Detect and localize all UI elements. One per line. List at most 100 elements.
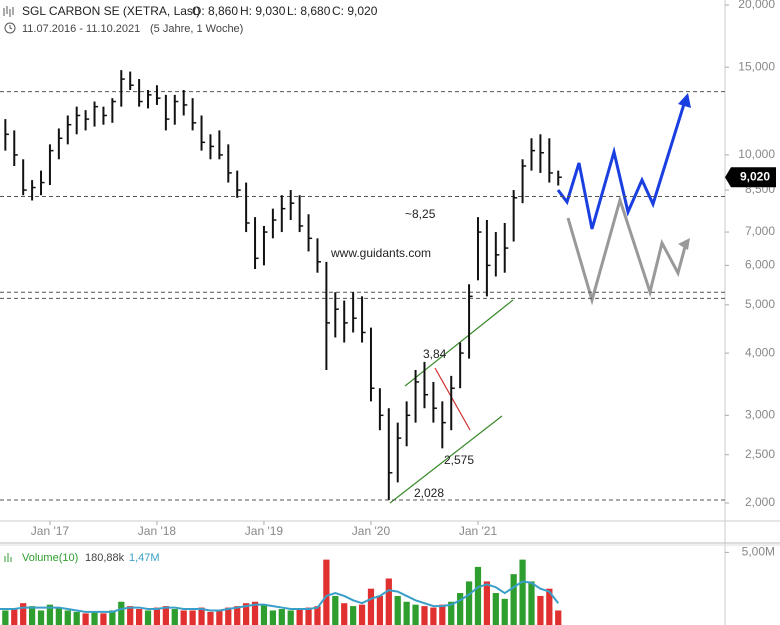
quote-open: O: 8,860 bbox=[192, 4, 238, 18]
volume-bar bbox=[492, 593, 499, 625]
volume-bar bbox=[162, 606, 169, 625]
volume-bar bbox=[135, 609, 143, 625]
last-price-label: 9,020 bbox=[740, 169, 770, 183]
volume-ma-value: 1,47M bbox=[129, 552, 160, 564]
y-tick-label: 3,000 bbox=[745, 407, 775, 421]
volume-bar bbox=[296, 609, 303, 625]
volume-bar bbox=[2, 610, 9, 625]
y-tick-label: 7,000 bbox=[745, 224, 775, 238]
quote-high: H: 9,030 bbox=[240, 4, 286, 18]
volume-bar bbox=[394, 595, 401, 625]
volume-bar bbox=[555, 610, 562, 625]
volume-bar bbox=[421, 606, 428, 625]
volume-bar bbox=[234, 606, 241, 625]
volume-bar bbox=[28, 606, 36, 625]
volume-ma-line bbox=[0, 580, 560, 613]
volume-bar bbox=[376, 595, 384, 625]
quote-low: L: 8,680 bbox=[287, 4, 331, 18]
volume-bar bbox=[207, 611, 214, 625]
annotation: 2,028 bbox=[414, 486, 444, 500]
range-note: (5 Jahre, 1 Woche) bbox=[150, 23, 243, 35]
volume-tick-label: 5,00M bbox=[742, 545, 775, 559]
volume-bar bbox=[153, 607, 161, 625]
y-tick-label: 4,000 bbox=[745, 345, 775, 359]
last-price-tag bbox=[725, 167, 776, 188]
y-tick-label: 10,000 bbox=[738, 147, 775, 161]
drawings bbox=[389, 93, 691, 504]
volume-bar bbox=[260, 604, 268, 625]
y-tick-label: 2,500 bbox=[745, 447, 775, 461]
volume-bar bbox=[474, 566, 482, 625]
volume-bar bbox=[91, 611, 98, 625]
x-tick-label: Jan '21 bbox=[459, 524, 498, 538]
volume-bar bbox=[448, 601, 455, 625]
volume-bar bbox=[323, 559, 330, 625]
volume-bar bbox=[501, 598, 508, 625]
x-tick-label: Jan '17 bbox=[31, 524, 70, 538]
volume-bar bbox=[519, 559, 526, 625]
x-tick-label: Jan '19 bbox=[245, 524, 284, 538]
volume-bar bbox=[287, 610, 294, 625]
y-tick-label: 6,000 bbox=[745, 258, 775, 272]
volume-bar bbox=[20, 603, 27, 625]
volume-bar bbox=[100, 613, 107, 625]
volume-bar bbox=[144, 610, 152, 625]
volume-bar bbox=[457, 593, 464, 625]
volume-bar bbox=[171, 609, 178, 625]
x-tick-label: Jan '18 bbox=[138, 524, 177, 538]
volume-bar bbox=[127, 606, 134, 625]
y-tick-label: 5,000 bbox=[745, 297, 775, 311]
volume-bar bbox=[537, 595, 544, 625]
volume-bar bbox=[269, 610, 276, 625]
volume-bar bbox=[439, 604, 446, 625]
volume-bar bbox=[46, 604, 54, 625]
volume-bar bbox=[37, 610, 45, 625]
volume-bar bbox=[465, 581, 473, 625]
volume-bar bbox=[109, 610, 116, 625]
y-tick-label: 15,000 bbox=[738, 59, 775, 73]
quote-close: C: 9,020 bbox=[332, 4, 378, 18]
header-icon bbox=[3, 6, 16, 34]
volume-bar bbox=[358, 604, 366, 625]
y-tick-label: 20,000 bbox=[738, 0, 775, 11]
volume-bar bbox=[350, 606, 357, 625]
annotation: ~8,25 bbox=[405, 207, 436, 221]
volume-value: 180,88k bbox=[85, 552, 125, 564]
volume-bar bbox=[198, 607, 205, 625]
volume-bar bbox=[82, 613, 89, 625]
period: 11.07.2016 - 11.10.2021 bbox=[22, 23, 140, 35]
volume-bar bbox=[332, 595, 339, 625]
volume-bar bbox=[483, 581, 491, 625]
volume-bar bbox=[367, 588, 375, 625]
chart-title: SGL CARBON SE (XETRA, Last) bbox=[22, 4, 200, 18]
x-tick-label: Jan '20 bbox=[352, 524, 391, 538]
volume-bar bbox=[385, 578, 392, 625]
volume-bar bbox=[430, 607, 437, 625]
annotation: 3,84 bbox=[423, 347, 447, 361]
volume-bar bbox=[341, 603, 348, 625]
volume-bar bbox=[64, 610, 71, 625]
volume-bar bbox=[225, 607, 232, 625]
volume-bar bbox=[528, 581, 535, 625]
volume-bar bbox=[11, 609, 18, 625]
volume-bar bbox=[510, 574, 517, 625]
y-tick-label: 2,000 bbox=[745, 495, 775, 509]
volume-bar bbox=[216, 610, 223, 625]
volume-bar bbox=[180, 610, 187, 625]
volume-bar bbox=[118, 601, 125, 625]
volume-bar bbox=[305, 607, 312, 625]
volume-legend: Volume(10) bbox=[22, 552, 78, 564]
volume-bar bbox=[55, 607, 62, 625]
volume-bar bbox=[243, 603, 250, 625]
annotation: 2,575 bbox=[444, 453, 474, 467]
volume-bar bbox=[314, 606, 321, 625]
volume-bar bbox=[403, 601, 410, 625]
volume-icon bbox=[4, 553, 12, 562]
watermark: www.guidants.com bbox=[330, 246, 431, 260]
volume-bar bbox=[189, 610, 196, 625]
volume-bar bbox=[412, 604, 419, 625]
volume-bar bbox=[278, 609, 285, 625]
volume-bar bbox=[251, 601, 259, 625]
volume-bar bbox=[546, 588, 553, 625]
